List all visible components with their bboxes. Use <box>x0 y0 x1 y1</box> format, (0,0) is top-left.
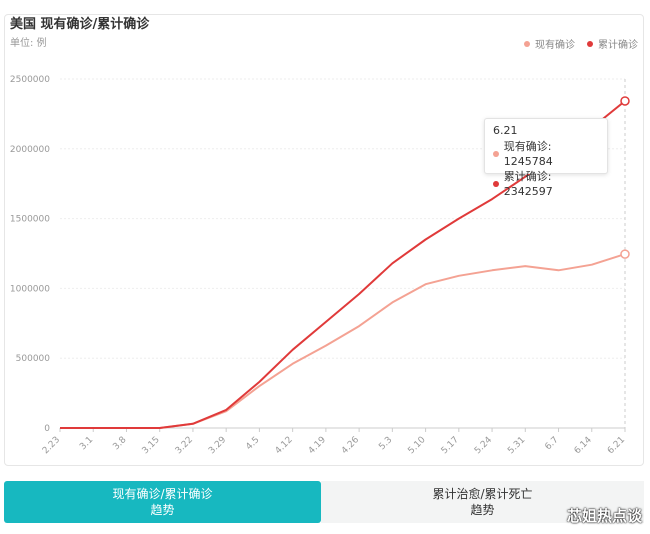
legend-dot-cumulative <box>587 40 593 47</box>
x-tick-label: 5.17 <box>440 435 461 456</box>
unit-label: 单位: 例 <box>10 38 47 49</box>
tab-current-cumulative-line1: 现有确诊/累计确诊 <box>112 487 213 501</box>
trend-tabs: 现有确诊/累计确诊 趋势 累计治愈/累计死亡 趋势 <box>4 481 644 523</box>
x-tick-label: 4.26 <box>340 435 361 456</box>
chart-legend: 现有确诊 累计确诊 <box>524 36 638 51</box>
x-tick-label: 5.10 <box>406 435 427 456</box>
y-tick-label: 1000000 <box>10 284 50 294</box>
y-tick-label: 2000000 <box>10 145 50 155</box>
line-chart: 0 500000 1000000 1500000 2000000 2500000 2.23 3… <box>10 75 630 456</box>
series-point-cumulative <box>620 96 630 106</box>
x-tick-label: 4.19 <box>307 435 328 456</box>
tab-current-cumulative-line2: 趋势 <box>150 503 175 517</box>
tab-cured-deaths[interactable]: 累计治愈/累计死亡 趋势 <box>321 481 644 523</box>
chart-tooltip: 6.21 现有确诊: 1245784 累计确诊: 2342597 <box>484 118 608 198</box>
x-tick-label: 3.15 <box>141 435 162 456</box>
y-tick-label: 0 <box>44 424 50 434</box>
x-tick-label: 6.21 <box>606 435 627 456</box>
chart-card <box>4 14 644 466</box>
y-tick-label: 2500000 <box>10 75 50 85</box>
x-tick-label: 5.31 <box>506 435 527 456</box>
legend-label-cumulative: 累计确诊 <box>598 40 638 51</box>
y-tick-label: 1500000 <box>10 215 50 225</box>
x-tick-label: 2.23 <box>41 435 62 456</box>
tab-cured-deaths-line1: 累计治愈/累计死亡 <box>432 487 533 501</box>
legend-dot-current <box>524 40 530 47</box>
x-tick-label: 6.14 <box>573 435 594 456</box>
x-tick-label: 4.12 <box>274 435 295 456</box>
tab-current-cumulative[interactable]: 现有确诊/累计确诊 趋势 <box>4 481 321 523</box>
tooltip-text-cumulative: 累计确诊: 2342597 <box>503 170 553 198</box>
x-tick-label: 5.3 <box>377 435 394 452</box>
watermark: 芯姐热点谈 <box>566 507 642 525</box>
tooltip-row-cumulative: 累计确诊: 2342597 <box>493 169 599 199</box>
tab-cured-deaths-line2: 趋势 <box>470 503 495 517</box>
x-tick-label: 3.29 <box>207 435 228 456</box>
legend-item-cumulative[interactable]: 累计确诊 <box>587 36 638 51</box>
y-tick-label: 500000 <box>16 354 51 364</box>
series-line-current <box>60 253 626 429</box>
tooltip-row-current: 现有确诊: 1245784 <box>493 139 599 169</box>
series-point-current <box>620 249 630 259</box>
x-tick-label: 4.5 <box>244 435 261 452</box>
legend-label-current: 现有确诊 <box>535 40 575 51</box>
x-tick-label: 3.8 <box>111 435 128 452</box>
tooltip-dot-cumulative <box>493 181 499 187</box>
x-tick-label: 5.24 <box>473 435 494 456</box>
chart-title: 美国 现有确诊/累计确诊 <box>10 17 150 32</box>
x-tick-label: 3.22 <box>174 435 195 456</box>
tooltip-dot-current <box>493 151 499 157</box>
x-tick-label: 6.7 <box>543 435 560 452</box>
tooltip-text-current: 现有确诊: 1245784 <box>503 140 553 168</box>
legend-item-current[interactable]: 现有确诊 <box>524 36 575 51</box>
tooltip-date: 6.21 <box>493 124 518 137</box>
x-tick-label: 3.1 <box>78 435 95 452</box>
